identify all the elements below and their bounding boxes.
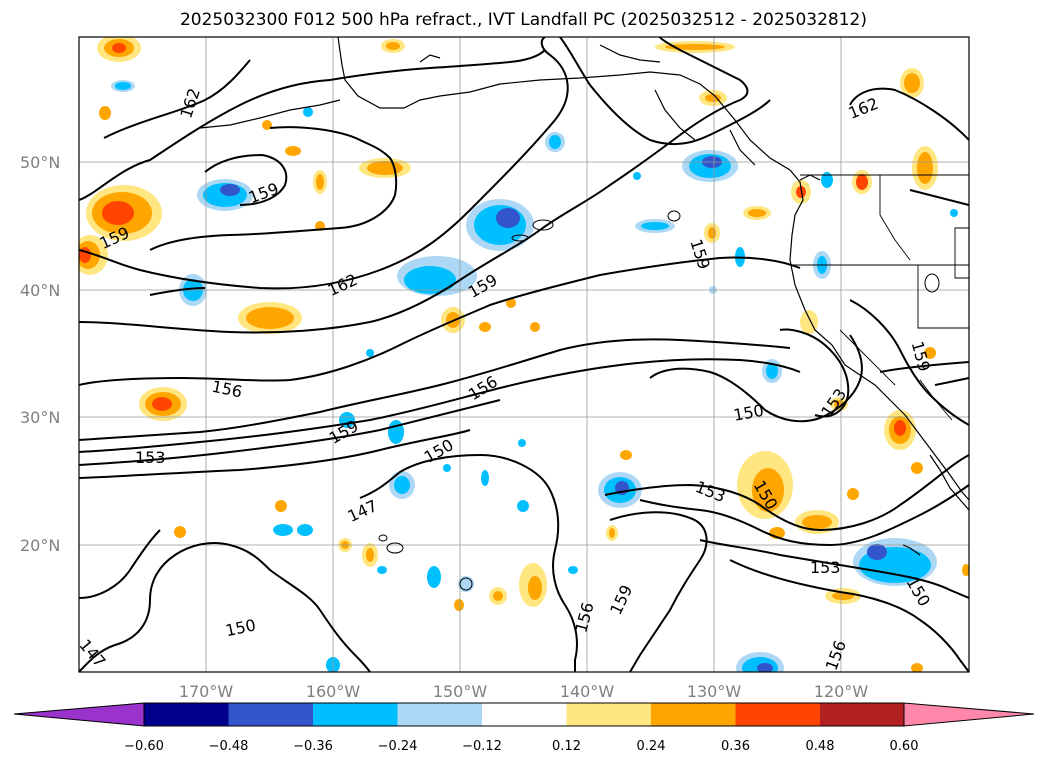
warm-anomaly-patches xyxy=(79,37,969,672)
lon-label: 150°W xyxy=(433,682,488,701)
colorbar-segment xyxy=(566,703,651,726)
colorbar-tick-label: 0.48 xyxy=(806,739,835,754)
contour-lines xyxy=(79,37,969,672)
lon-label: 140°W xyxy=(560,682,615,701)
map-area xyxy=(79,37,969,672)
colorbar-segment xyxy=(228,703,313,726)
colorbar-tick-label: 0.24 xyxy=(637,739,666,754)
islands xyxy=(378,210,940,591)
longitude-labels: 170°W 160°W 150°W 140°W 130°W 120°W xyxy=(179,682,869,701)
colorbar-tick-label: −0.60 xyxy=(124,739,164,754)
colorbar-segment xyxy=(651,703,736,726)
cold-anomaly-patches xyxy=(111,80,958,672)
colorbar-tick-label: 0.12 xyxy=(552,739,581,754)
colorbar-tick-label: 0.60 xyxy=(890,739,919,754)
colorbar-segment xyxy=(482,703,567,726)
coastlines xyxy=(199,37,969,556)
colorbar: −0.60 −0.48 −0.36 −0.24 −0.12 0.12 0.24 … xyxy=(13,702,1035,754)
lon-label: 170°W xyxy=(179,682,234,701)
lat-label: 50°N xyxy=(20,153,60,172)
colorbar-segment xyxy=(735,703,820,726)
lat-label: 40°N xyxy=(20,281,60,300)
graticule xyxy=(79,37,969,672)
colorbar-tick-label: −0.48 xyxy=(209,739,249,754)
colorbar-ticks: −0.60 −0.48 −0.36 −0.24 −0.12 0.12 0.24 … xyxy=(124,739,918,754)
colorbar-segment xyxy=(397,703,482,726)
shaded-anomalies xyxy=(79,37,969,672)
lat-label: 30°N xyxy=(20,408,60,427)
map-frame xyxy=(78,36,970,673)
contour-label: 153 xyxy=(135,448,166,467)
colorbar-min-extension xyxy=(13,702,145,727)
colorbar-tick-label: −0.36 xyxy=(293,739,333,754)
colorbar-segment xyxy=(313,703,398,726)
lon-label: 130°W xyxy=(687,682,742,701)
map-title: 2025032300 F012 500 hPa refract., IVT La… xyxy=(179,10,867,30)
colorbar-max-extension xyxy=(903,702,1035,727)
colorbar-segment xyxy=(820,703,904,726)
lon-label: 160°W xyxy=(306,682,361,701)
political-borders xyxy=(790,174,969,421)
colorbar-outline xyxy=(143,702,905,727)
colorbar-tick-label: −0.24 xyxy=(378,739,418,754)
lat-label: 20°N xyxy=(20,536,60,555)
colorbar-tick-label: 0.36 xyxy=(721,739,750,754)
contour-label: 153 xyxy=(810,558,841,577)
colorbar-segment xyxy=(144,703,229,726)
latitude-labels: 50°N 40°N 30°N 20°N xyxy=(20,153,60,555)
colorbar-tick-label: −0.12 xyxy=(462,739,502,754)
lon-label: 120°W xyxy=(814,682,869,701)
